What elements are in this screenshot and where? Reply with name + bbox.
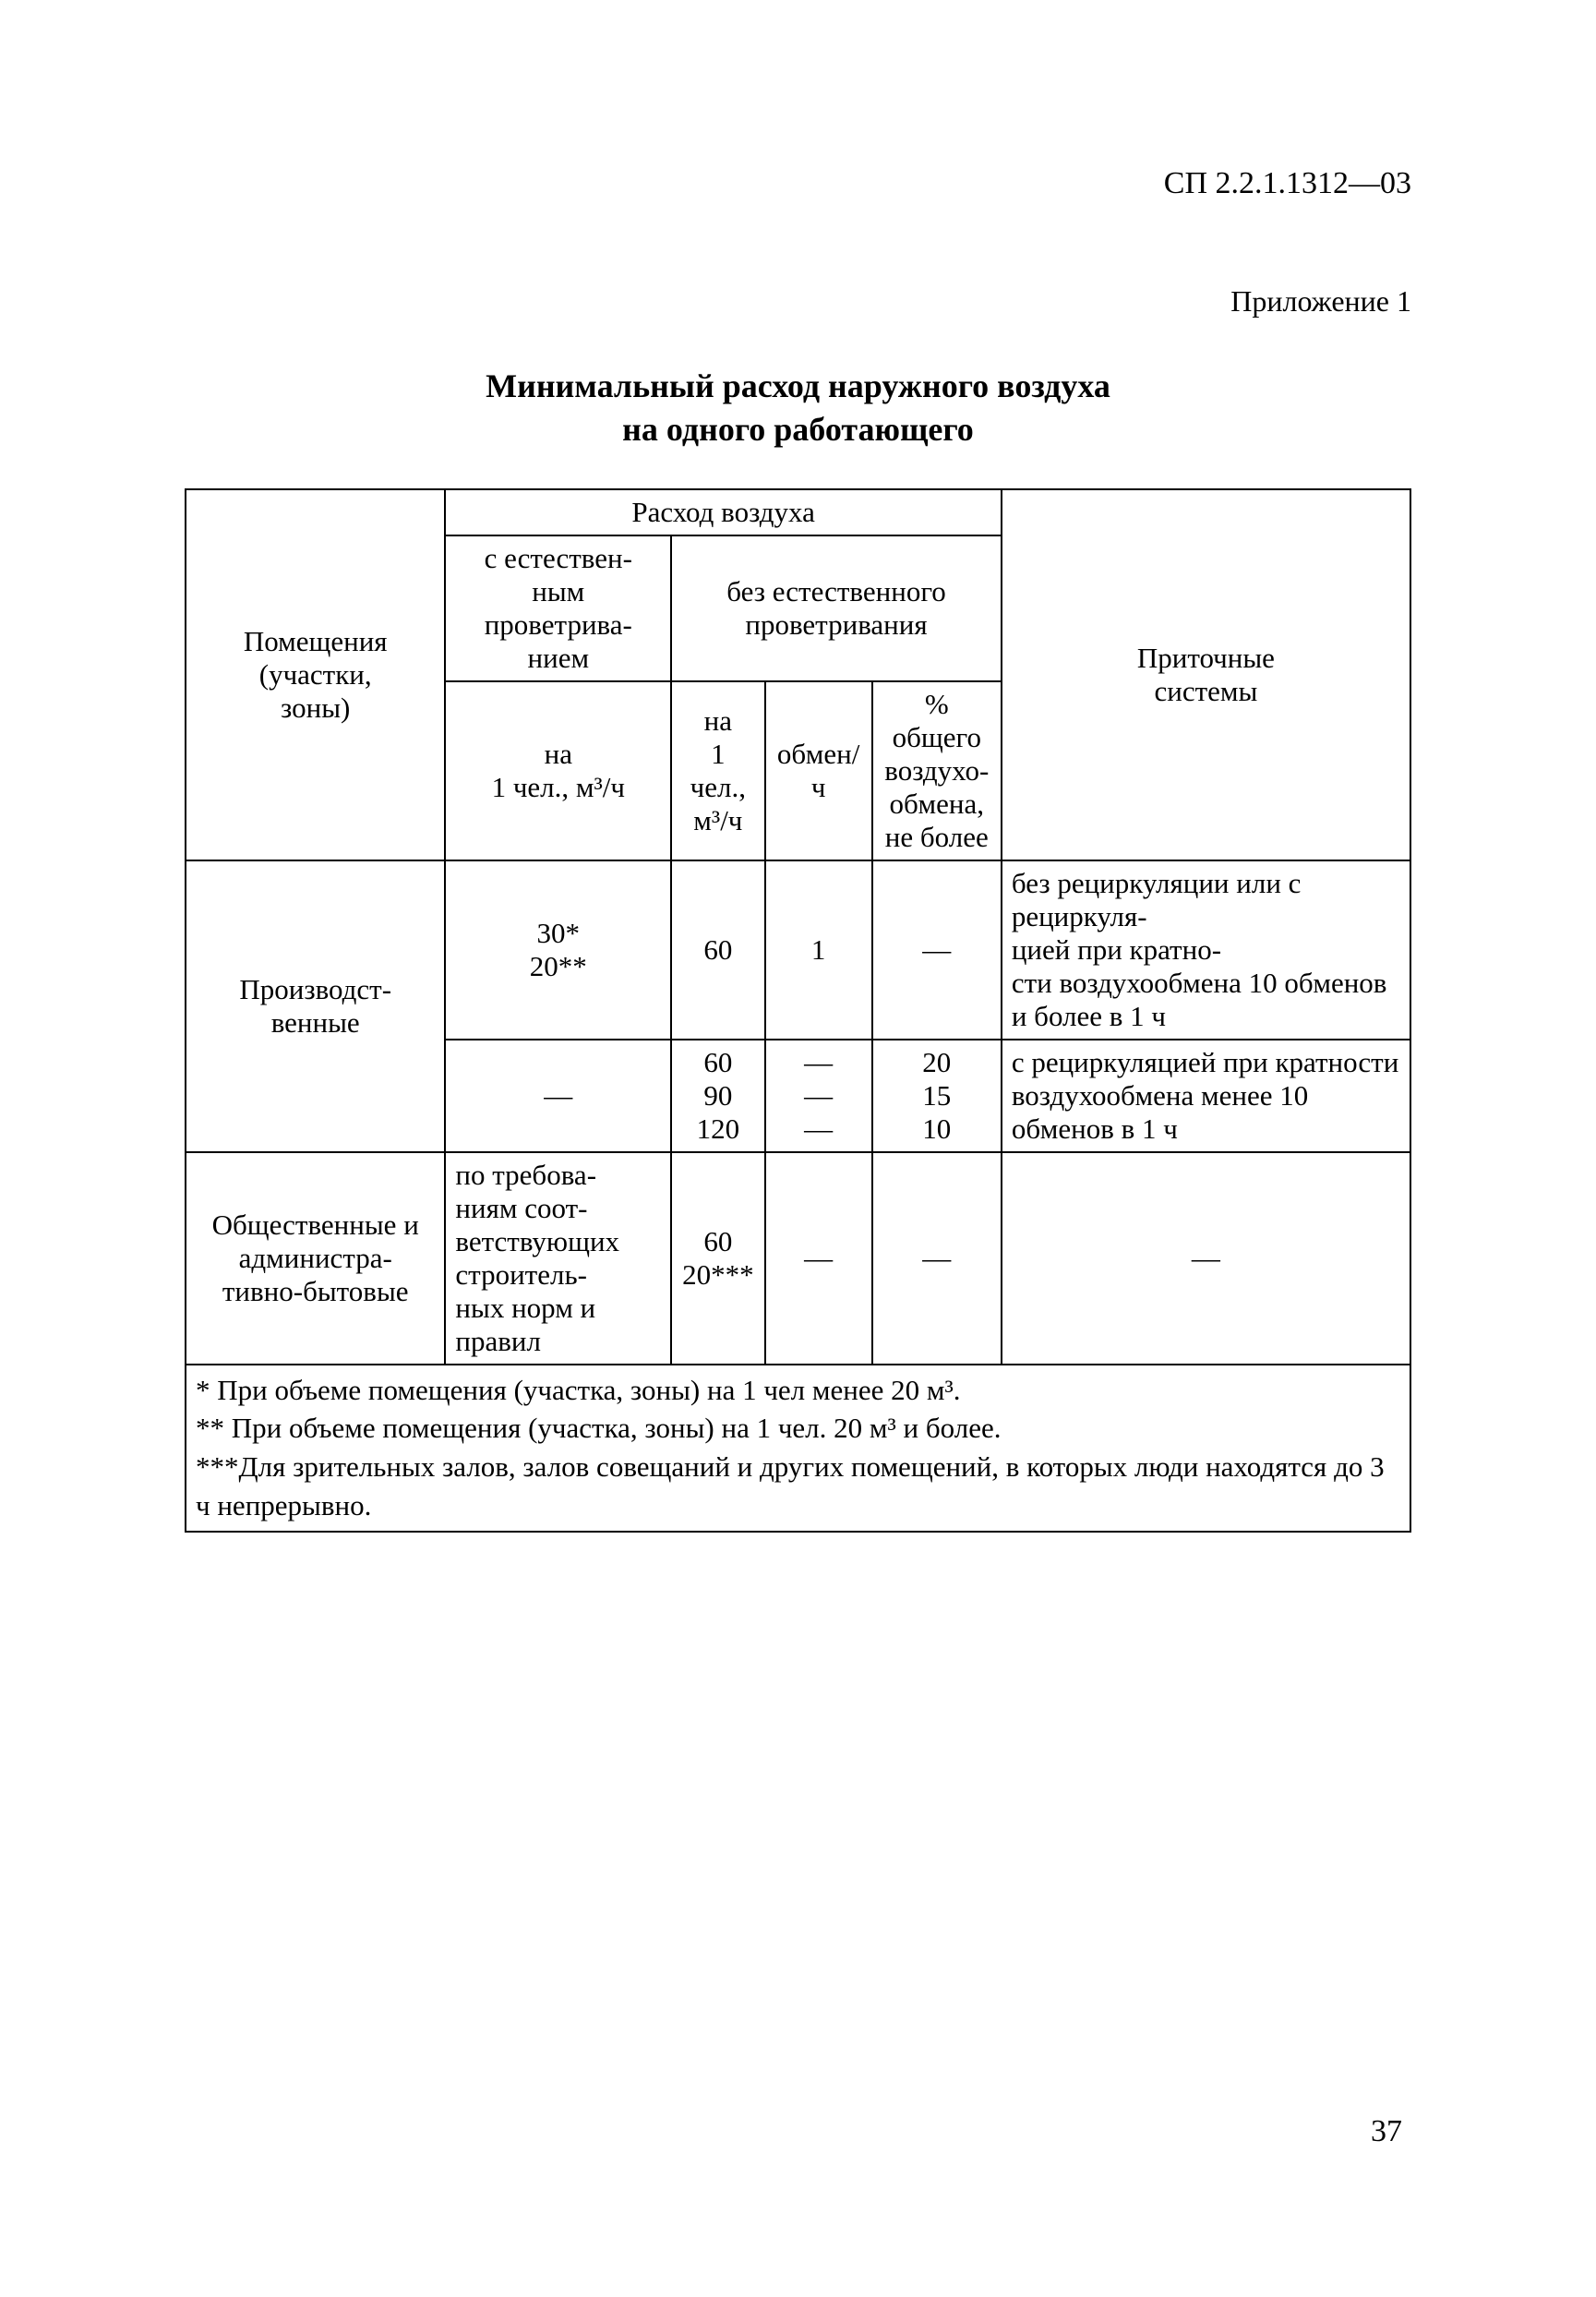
table-row: Общественные и администра- тивно-бытовые… — [186, 1152, 1410, 1365]
page-title: Минимальный расход наружного воздуха на … — [185, 365, 1411, 451]
appendix-label: Приложение 1 — [185, 284, 1411, 319]
table-row: Производст- венные 30* 20** 60 1 — без р… — [186, 860, 1410, 1040]
cell: 60 20*** — [671, 1152, 764, 1365]
header-without-natural: без естественного проветривания — [671, 535, 1002, 681]
header-percent: % общего воздухо- обмена, не более — [872, 681, 1002, 860]
footnote-3: ***Для зрительных залов, залов совещаний… — [196, 1448, 1400, 1525]
air-flow-table: Помещения (участки, зоны) Расход воздуха… — [185, 488, 1411, 1533]
cell-rooms-production: Производст- венные — [186, 860, 445, 1152]
cell: 60 90 120 — [671, 1040, 764, 1152]
header-air-flow: Расход воздуха — [445, 489, 1001, 535]
footnote-1: * При объеме помещения (участка, зоны) н… — [196, 1371, 1400, 1410]
cell: — — [1002, 1152, 1410, 1365]
header-supply-systems: Приточные системы — [1002, 489, 1410, 860]
cell: — — [872, 860, 1002, 1040]
cell: — — [765, 1152, 872, 1365]
header-with-natural: с естествен- ным проветрива- нием — [445, 535, 671, 681]
header-exchange: обмен/ч — [765, 681, 872, 860]
cell: 30* 20** — [445, 860, 671, 1040]
title-line-2: на одного работающего — [622, 411, 974, 448]
footnote-2: ** При объеме помещения (участка, зоны) … — [196, 1409, 1400, 1448]
header-rooms: Помещения (участки, зоны) — [186, 489, 445, 860]
page-number: 37 — [1371, 2114, 1402, 2149]
cell: с рециркуляцией при кратности воздухообм… — [1002, 1040, 1410, 1152]
table-row-footnotes: * При объеме помещения (участка, зоны) н… — [186, 1365, 1410, 1532]
cell: — — [445, 1040, 671, 1152]
document-code: СП 2.2.1.1312—03 — [185, 166, 1411, 201]
title-line-1: Минимальный расход наружного воздуха — [486, 367, 1110, 404]
cell: по требова- ниям соот- ветствующих строи… — [445, 1152, 671, 1365]
cell: 1 — [765, 860, 872, 1040]
cell: без рециркуляции или с рециркуля- цией п… — [1002, 860, 1410, 1040]
cell: — — [872, 1152, 1002, 1365]
cell: 20 15 10 — [872, 1040, 1002, 1152]
cell: 60 — [671, 860, 764, 1040]
header-per-person-1: на 1 чел., м³/ч — [445, 681, 671, 860]
cell-rooms-public: Общественные и администра- тивно-бытовые — [186, 1152, 445, 1365]
header-per-person-2: на 1 чел., м³/ч — [671, 681, 764, 860]
cell: — — — — [765, 1040, 872, 1152]
